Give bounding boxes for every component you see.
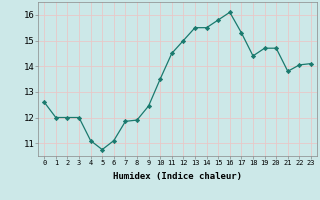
X-axis label: Humidex (Indice chaleur): Humidex (Indice chaleur) [113,172,242,181]
